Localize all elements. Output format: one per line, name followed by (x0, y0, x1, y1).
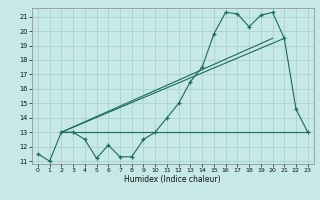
X-axis label: Humidex (Indice chaleur): Humidex (Indice chaleur) (124, 175, 221, 184)
